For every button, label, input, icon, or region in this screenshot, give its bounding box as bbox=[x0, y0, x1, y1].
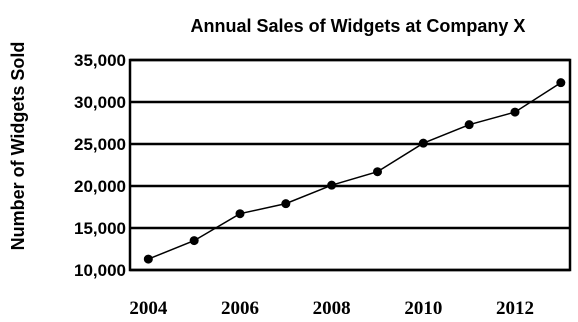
data-point bbox=[464, 120, 474, 130]
data-point bbox=[418, 138, 428, 148]
y-tick-label: 25,000 bbox=[74, 135, 126, 154]
series-sales bbox=[143, 78, 566, 264]
data-point bbox=[281, 199, 291, 209]
data-point bbox=[373, 167, 382, 177]
data-point bbox=[143, 254, 153, 264]
y-tick-label: 15,000 bbox=[74, 219, 126, 238]
x-axis-ticks: 2004 2006 2008 2010 2012 bbox=[129, 298, 534, 319]
y-axis-ticks: 35,000 30,000 25,000 20,000 15,000 10,000 bbox=[74, 51, 126, 280]
y-tick-label: 35,000 bbox=[74, 51, 126, 70]
y-axis-label: Number of Widgets Sold bbox=[8, 42, 28, 251]
data-point bbox=[327, 180, 337, 190]
data-point bbox=[556, 78, 566, 88]
x-tick-label: 2006 bbox=[221, 298, 259, 319]
x-tick-label: 2010 bbox=[404, 298, 442, 319]
x-tick-label: 2012 bbox=[496, 298, 534, 319]
x-tick-label: 2004 bbox=[129, 298, 168, 319]
series-line bbox=[148, 82, 562, 260]
y-tick-label: 30,000 bbox=[74, 93, 126, 112]
data-point bbox=[235, 209, 245, 219]
plot-area-border bbox=[128, 58, 572, 272]
y-tick-label: 20,000 bbox=[74, 177, 126, 196]
chart-title: Annual Sales of Widgets at Company X bbox=[191, 16, 526, 36]
x-tick-label: 2008 bbox=[313, 298, 351, 319]
y-tick-label: 10,000 bbox=[74, 261, 126, 280]
data-point bbox=[510, 107, 520, 117]
data-point bbox=[189, 236, 199, 246]
